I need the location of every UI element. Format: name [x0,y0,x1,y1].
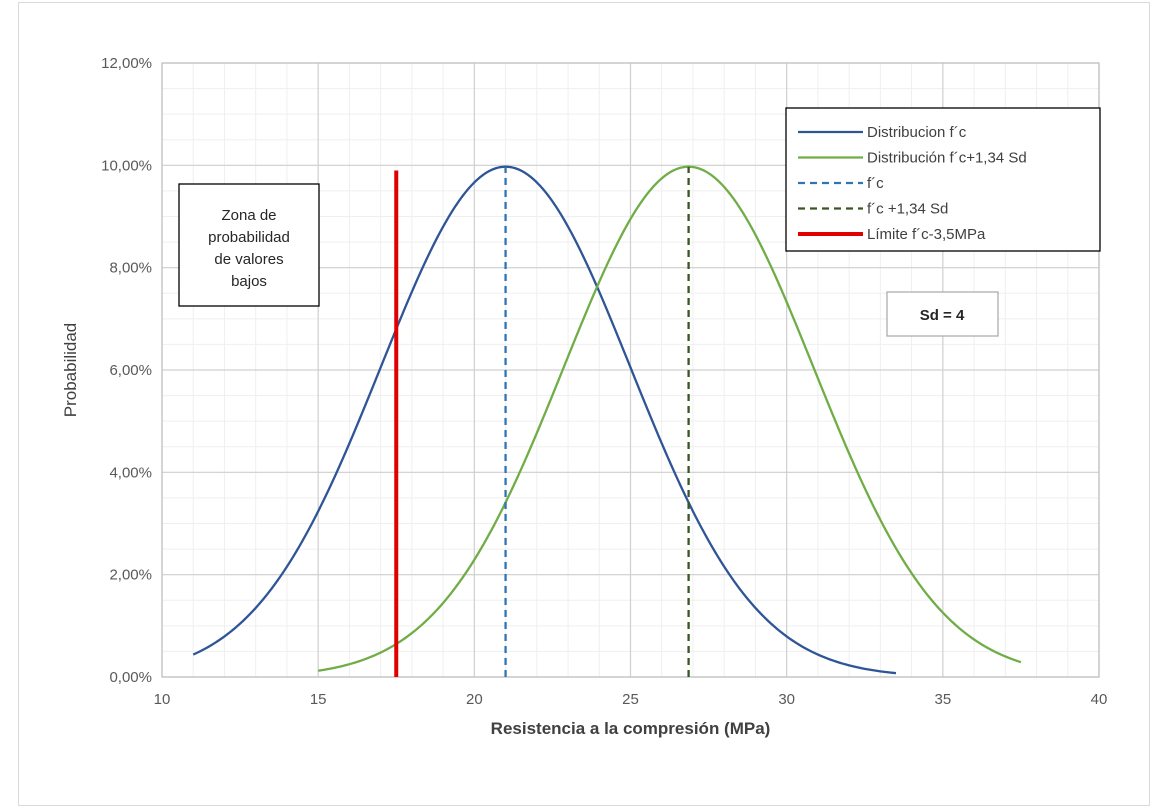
legend-label-0: Distribucion f´c [867,124,967,141]
zone-box-line-3: de valores [214,251,283,268]
legend-label-3: f´c +1,34 Sd [867,201,948,218]
y-axis-title: Probabilidad [61,323,80,418]
legend-label-2: f´c [867,175,884,192]
legend-label-1: Distribución f´c+1,34 Sd [867,150,1027,167]
series-curve-0 [192,165,897,675]
y-tick-label: 4,00% [109,464,152,481]
sd-box-border [886,291,999,337]
series-layer [192,165,1022,677]
x-tick-label: 20 [466,691,483,708]
y-tick-label: 6,00% [109,362,152,379]
y-tick-label: 12,00% [101,55,152,72]
x-tick-label: 30 [778,691,795,708]
x-tick-label: 25 [622,691,639,708]
sd-box: Sd = 4 [886,291,999,337]
zone-box-line-1: Zona de [221,207,276,224]
zone-box-line-2: probabilidad [208,229,290,246]
x-tick-label: 35 [934,691,951,708]
zone-box-border [178,183,320,307]
y-tick-label: 10,00% [101,157,152,174]
x-tick-labels: 10 15 20 25 30 35 40 [154,691,1108,708]
y-tick-label: 0,00% [109,669,152,686]
y-tick-labels: 0,00% 2,00% 4,00% 6,00% 8,00% 10,00% 12,00% [101,55,152,686]
series-curve-1 [317,165,1022,672]
chart: 10 15 20 25 30 35 40 0,00% 2,00% 4,00% 6,00% 8,00%… [61,55,1108,738]
zone-box-line-4: bajos [231,273,267,290]
y-tick-label: 2,00% [109,567,152,584]
low-values-zone-box: Zona de probabilidad de valores bajos [178,183,320,307]
x-tick-label: 15 [310,691,327,708]
x-tick-label: 40 [1091,691,1108,708]
plot-border [161,62,1100,678]
plot-area-border [161,62,1100,678]
x-axis-title: Resistencia a la compresión (MPa) [491,719,771,738]
legend: Distribucion f´c Distribución f´c+1,34 Sd… [785,107,1101,252]
chart-frame: 10 15 20 25 30 35 40 0,00% 2,00% 4,00% 6,00% 8,00%… [18,2,1150,806]
legend-label-4: Límite f´c-3,5MPa [867,226,986,243]
x-tick-label: 10 [154,691,171,708]
sd-box-text: Sd = 4 [920,307,965,324]
y-tick-label: 8,00% [109,260,152,277]
